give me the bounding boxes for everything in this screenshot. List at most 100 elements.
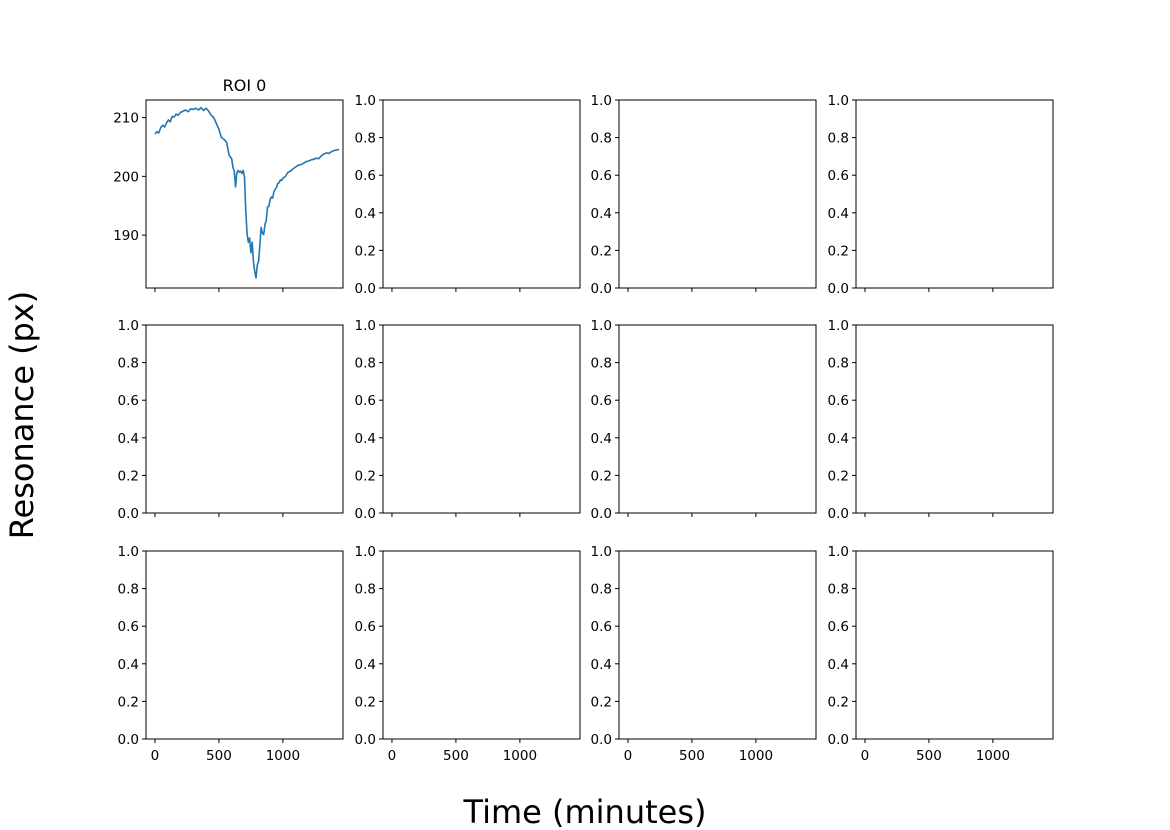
y-tick-label: 1.0 [591,93,612,109]
y-tick-label: 0.4 [118,657,139,673]
y-tick-label: 0.4 [828,206,849,222]
y-tick-label: 0.0 [591,506,612,522]
y-tick-label: 0.0 [118,506,139,522]
y-tick-label: 0.6 [355,619,376,635]
x-tick-label: 0 [388,748,397,764]
x-tick-label: 500 [206,748,232,764]
y-tick-label: 0.4 [591,431,612,447]
y-tick-label: 0.6 [591,168,612,184]
y-tick-label: 0.2 [828,243,849,259]
y-tick-label: 0.2 [591,694,612,710]
y-tick-label: 0.2 [118,468,139,484]
y-tick-label: 0.4 [355,657,376,673]
y-tick-label: 0.6 [828,619,849,635]
y-tick-label: 0.0 [828,506,849,522]
subplot-2: 0.0 0.2 0.4 0.6 0.8 1.0 [591,93,817,297]
y-tick-label: 0.0 [591,732,612,748]
y-tick-label: 0.4 [118,431,139,447]
subplot-1: 0.0 0.2 0.4 0.6 0.8 1.0 [355,93,581,297]
x-tick-label: 1000 [266,748,300,764]
x-tick-label: 500 [916,748,942,764]
x-tick-label: 0 [151,748,160,764]
subplot-3: 0.0 0.2 0.4 0.6 0.8 1.0 [828,93,1054,297]
y-tick-label: 0.8 [828,356,849,372]
y-tick-label: 0.0 [355,506,376,522]
y-tick-label: 0.6 [828,168,849,184]
subplot-10: 0.0 0.2 0.4 0.6 0.8 1.0 0 500 1000 [591,544,817,764]
y-tick-label: 0.2 [828,694,849,710]
y-tick-label: 200 [113,169,139,185]
y-tick-label: 1.0 [355,544,376,560]
y-tick-label: 0.8 [355,131,376,147]
y-tick-label: 0.8 [591,582,612,598]
axes-frame [855,550,1054,740]
y-tick-label: 0.4 [828,431,849,447]
y-tick-label: 0.4 [828,657,849,673]
subplot-title: ROI 0 [223,76,267,95]
x-tick-label: 1000 [503,748,537,764]
y-tick-label: 0.4 [591,657,612,673]
x-tick-label: 500 [679,748,705,764]
y-tick-label: 0.0 [355,281,376,297]
y-tick-label: 0.4 [355,431,376,447]
axes-frame [855,99,1054,289]
y-tick-label: 0.6 [828,393,849,409]
y-tick-label: 0.2 [355,243,376,259]
y-tick-label: 0.0 [355,732,376,748]
figure-ylabel: Resonance (px) [3,291,41,540]
subplot-6: 0.0 0.2 0.4 0.6 0.8 1.0 [591,318,817,522]
y-tick-label: 1.0 [591,318,612,334]
y-tick-label: 0.8 [118,582,139,598]
axes-frame [145,324,344,514]
y-tick-label: 0.2 [591,243,612,259]
y-tick-label: 1.0 [828,93,849,109]
y-tick-label: 0.2 [355,468,376,484]
y-tick-label: 0.8 [828,582,849,598]
y-tick-label: 0.8 [591,131,612,147]
y-tick-label: 210 [113,111,139,127]
y-tick-label: 0.8 [355,356,376,372]
y-tick-label: 0.8 [118,356,139,372]
y-tick-label: 1.0 [118,544,139,560]
x-tick-label: 0 [624,748,633,764]
x-tick-label: 1000 [976,748,1010,764]
axes-frame [382,99,581,289]
x-tick-label: 0 [861,748,870,764]
figure-xlabel: Time (minutes) [463,793,707,830]
y-tick-label: 1.0 [355,318,376,334]
y-tick-label: 0.6 [355,168,376,184]
y-tick-label: 0.2 [355,694,376,710]
y-tick-label: 1.0 [355,93,376,109]
y-tick-label: 0.0 [828,281,849,297]
x-tick-label: 1000 [739,748,773,764]
y-tick-label: 1.0 [828,544,849,560]
series-line-0 [154,106,340,279]
y-tick-label: 1.0 [591,544,612,560]
y-tick-label: 0.4 [355,206,376,222]
y-tick-label: 0.6 [591,393,612,409]
y-tick-label: 0.0 [828,732,849,748]
subplot-9: 0.0 0.2 0.4 0.6 0.8 1.0 0 500 1000 [355,544,581,764]
subplot-8: 0.0 0.2 0.4 0.6 0.8 1.0 0 500 1000 [118,544,344,764]
y-tick-label: 0.2 [828,468,849,484]
y-tick-label: 0.0 [591,281,612,297]
subplot-5: 0.0 0.2 0.4 0.6 0.8 1.0 [355,318,581,522]
axes-frame [382,324,581,514]
y-tick-label: 1.0 [118,318,139,334]
subplot-11: 0.0 0.2 0.4 0.6 0.8 1.0 0 500 1000 [828,544,1054,764]
subplot-4: 0.0 0.2 0.4 0.6 0.8 1.0 [118,318,344,522]
y-tick-label: 0.4 [591,206,612,222]
y-tick-label: 190 [113,228,139,244]
x-tick-label: 500 [443,748,469,764]
y-tick-label: 0.8 [355,582,376,598]
axes-frame [145,99,344,289]
y-tick-label: 0.6 [118,619,139,635]
y-tick-label: 0.2 [591,468,612,484]
y-tick-label: 0.2 [118,694,139,710]
y-tick-label: 1.0 [828,318,849,334]
subplot-0: 190 200 210 ROI 0 [113,76,344,292]
y-tick-label: 0.6 [591,619,612,635]
